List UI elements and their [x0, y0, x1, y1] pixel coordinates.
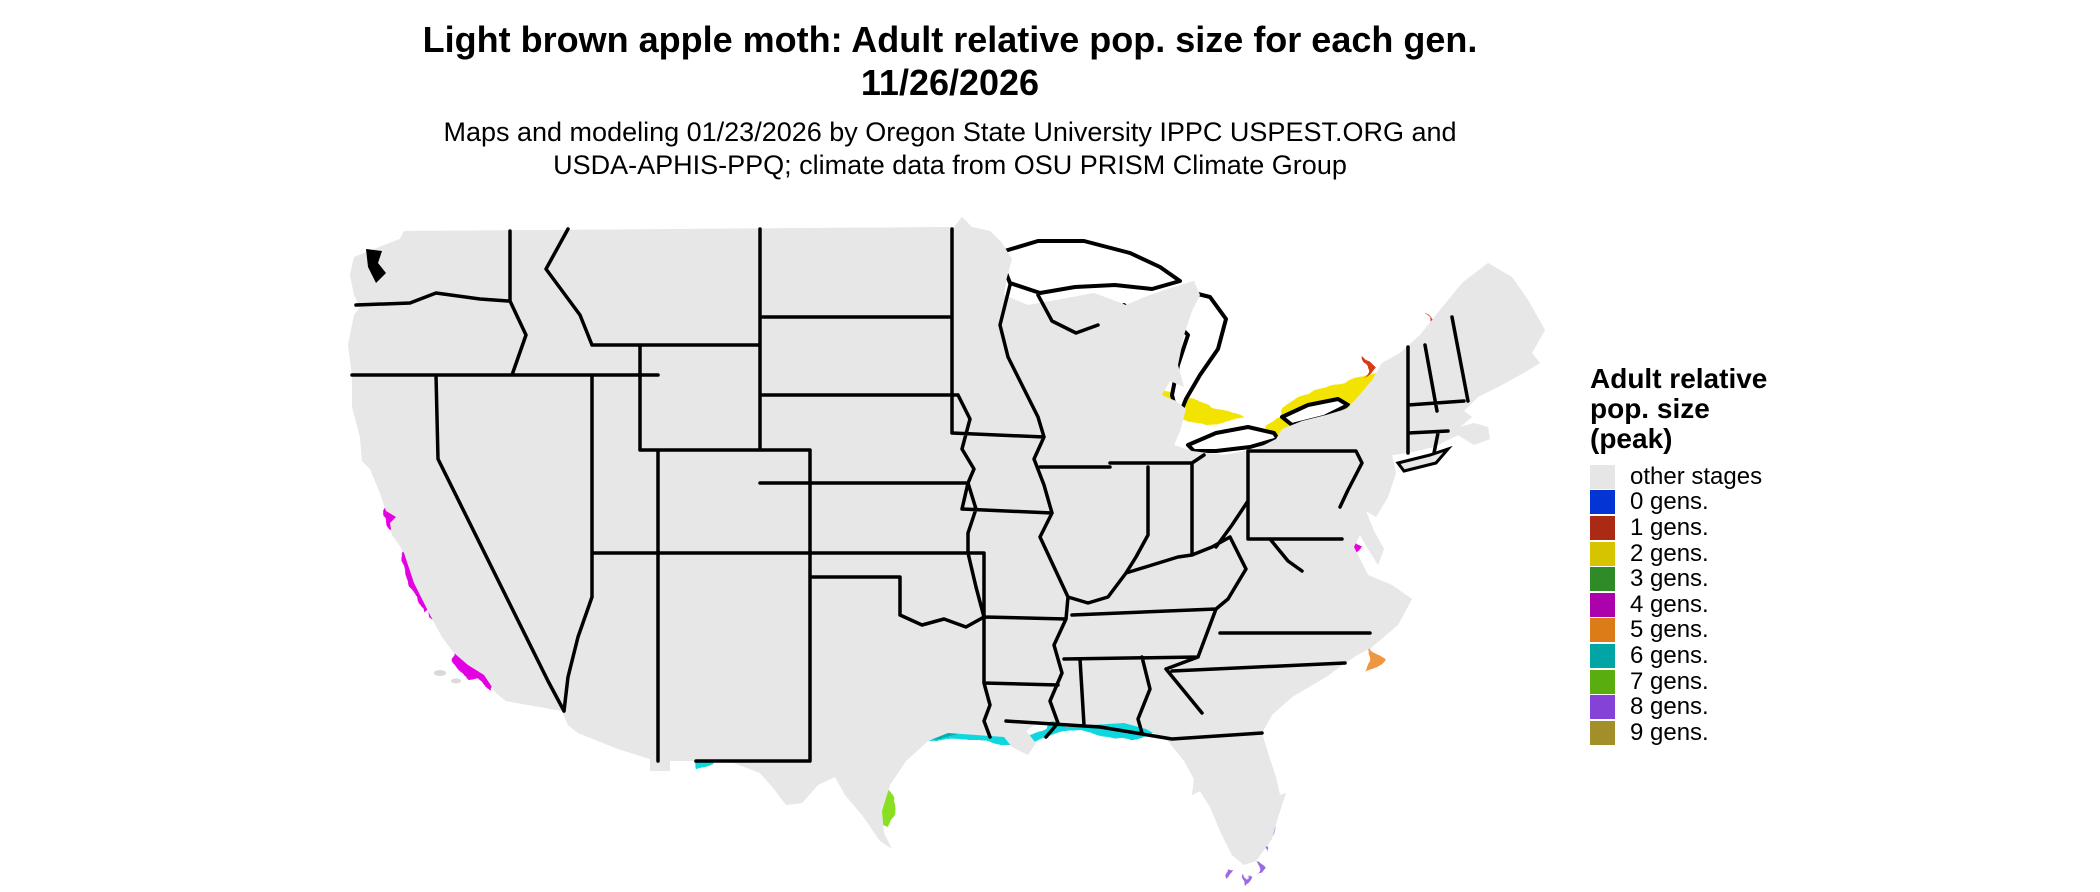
legend-items: other stages 0 gens. 1 gens. 2 gens. 3 gens.… [1590, 462, 1920, 746]
legend-item: 2 gens. [1590, 539, 1920, 567]
legend-swatch [1590, 618, 1615, 643]
legend-item-label: 5 gens. [1630, 616, 1709, 644]
lake-superior [996, 239, 1182, 295]
legend-title-line1: Adult relative [1590, 363, 1768, 394]
legend-swatch [1590, 592, 1615, 617]
legend-title-line2: pop. size [1590, 393, 1710, 424]
long-island [1395, 445, 1453, 473]
figure-subtitle-line2: USDA-APHIS-PPQ; climate data from OSU PR… [553, 150, 1347, 180]
legend-item-label: 8 gens. [1630, 693, 1709, 721]
legend-item: 0 gens. [1590, 488, 1920, 516]
legend-swatch [1590, 643, 1615, 668]
legend-item-label: other stages [1630, 462, 1763, 490]
legend-item-label: 2 gens. [1630, 539, 1709, 567]
legend-item-label: 4 gens. [1630, 590, 1709, 618]
legend-item-label: 3 gens. [1630, 565, 1709, 593]
legend-item: 9 gens. [1590, 718, 1920, 746]
channel-island [434, 670, 446, 676]
legend-item-label: 9 gens. [1630, 718, 1709, 746]
legend-item: other stages [1590, 462, 1920, 490]
legend-swatch [1590, 720, 1615, 745]
legend-item: 3 gens. [1590, 565, 1920, 593]
legend-swatch [1590, 515, 1615, 540]
figure-subtitle-line1: Maps and modeling 01/23/2026 by Oregon S… [443, 117, 1457, 147]
puget-sound [366, 249, 386, 283]
legend-swatch [1590, 567, 1615, 592]
legend-swatch [1590, 464, 1615, 489]
legend-swatch [1590, 695, 1615, 720]
legend-swatch [1590, 541, 1615, 566]
legend-item: 8 gens. [1590, 693, 1920, 721]
map-legend: Adult relative pop. size (peak) other st… [1590, 364, 1920, 746]
legend-item: 7 gens. [1590, 667, 1920, 695]
figure-title: Light brown apple moth: Adult relative p… [350, 18, 1550, 104]
legend-swatch [1590, 669, 1615, 694]
us-coastline [348, 217, 1545, 865]
us-map-svg [340, 205, 1560, 883]
legend-item-label: 7 gens. [1630, 667, 1709, 695]
legend-item: 4 gens. [1590, 590, 1920, 618]
legend-title-line3: (peak) [1590, 423, 1673, 454]
legend-item: 5 gens. [1590, 616, 1920, 644]
figure-title-line1: Light brown apple moth: Adult relative p… [422, 19, 1478, 60]
legend-item: 1 gens. [1590, 513, 1920, 541]
lake-huron [1144, 287, 1228, 421]
legend-item: 6 gens. [1590, 641, 1920, 669]
legend-swatch [1590, 490, 1615, 515]
state-borders [350, 227, 1470, 763]
legend-item-label: 6 gens. [1630, 641, 1709, 669]
legend-item-label: 1 gens. [1630, 513, 1709, 541]
legend-item-label: 0 gens. [1630, 488, 1709, 516]
figure-subtitle: Maps and modeling 01/23/2026 by Oregon S… [350, 116, 1550, 182]
legend-title: Adult relative pop. size (peak) [1590, 364, 1920, 454]
channel-island [451, 678, 461, 684]
figure-title-date: 11/26/2026 [860, 62, 1040, 103]
us-map-canvas [340, 205, 1560, 887]
